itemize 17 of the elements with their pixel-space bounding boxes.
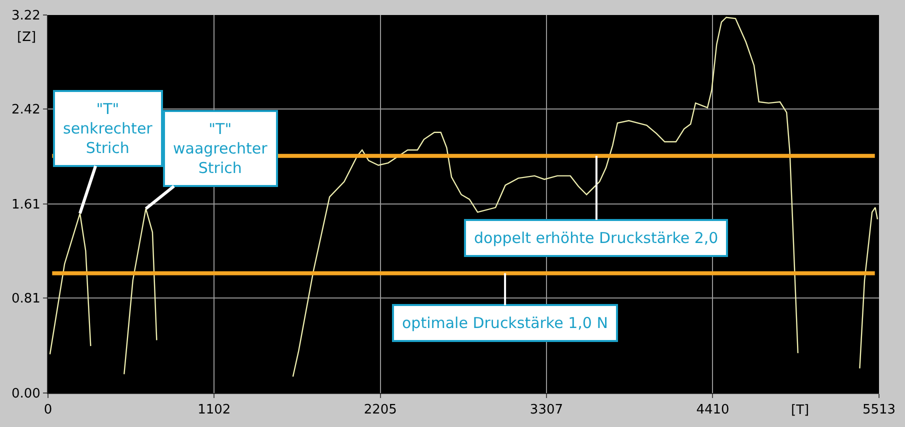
ref-line-label: optimale Druckstärke 1,0 N (402, 314, 608, 332)
y-axis-title: [Z] (17, 30, 36, 45)
y-tick-label: 2.42 (11, 102, 40, 118)
x-axis-title: [T] (791, 403, 810, 418)
annotation: "T" senkrechter Strich (63, 100, 154, 157)
x-tick-label: 4410 (696, 402, 730, 418)
x-tick-label: 0 (44, 402, 52, 418)
annotation: "T" waagrechter Strich (173, 120, 268, 177)
y-tick-label: 1.61 (11, 198, 40, 213)
x-tick-label: 1102 (198, 402, 231, 418)
y-tick-label: 0.81 (11, 291, 40, 306)
x-tick-label: 3307 (530, 402, 564, 418)
x-tick-label: 2205 (364, 402, 397, 418)
ref-line-label: doppelt erhöhte Druckstärke 2,0 (474, 229, 718, 247)
y-tick-label: 3.22 (11, 8, 40, 24)
x-tick-label: 5513 (862, 402, 896, 418)
y-tick-label: 0.00 (11, 386, 40, 402)
